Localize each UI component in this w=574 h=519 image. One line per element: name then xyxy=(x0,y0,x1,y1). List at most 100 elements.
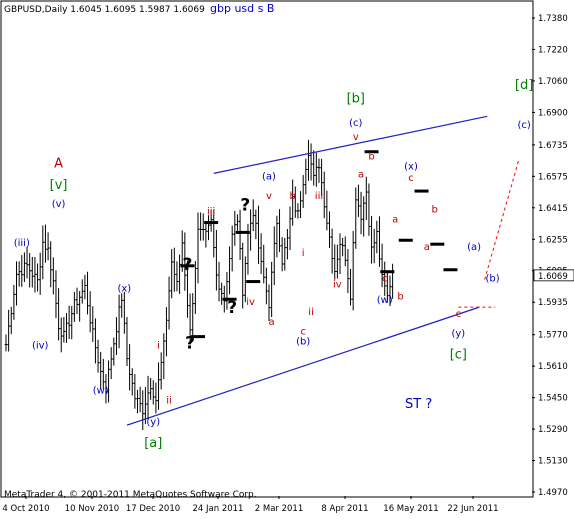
wave-label: (v) xyxy=(52,199,66,210)
ohlc-bar xyxy=(309,143,313,181)
ohlc-bar xyxy=(201,213,205,241)
ohlc-bar xyxy=(107,360,110,403)
ohlc-bar xyxy=(283,237,287,271)
question-mark: ? xyxy=(240,196,250,216)
ohlc-bar xyxy=(67,305,71,340)
ohlc-bar xyxy=(225,272,229,310)
wave-label: (y) xyxy=(451,329,465,340)
ohlc-bar xyxy=(328,211,331,248)
ohlc-bar xyxy=(294,186,297,218)
ohlc-bar xyxy=(259,233,263,275)
trendlines xyxy=(126,115,520,426)
y-tick-label: 1.6415 xyxy=(538,204,568,214)
y-tick-label: 1.5610 xyxy=(538,362,568,372)
ohlc-bar xyxy=(191,293,195,337)
ohlc-bar xyxy=(7,309,10,352)
ohlc-bar xyxy=(370,215,373,264)
ohlc-bar xyxy=(123,291,126,334)
x-tick-label: 4 Oct 2010 xyxy=(2,504,49,514)
ohlc-bar xyxy=(194,260,197,314)
ohlc-bar xyxy=(125,316,129,367)
wave-label: v xyxy=(353,132,359,143)
wave-label: c xyxy=(382,274,388,285)
ohlc-bar xyxy=(133,374,137,409)
ohlc-bar xyxy=(354,187,358,249)
ohlc-bar xyxy=(94,318,97,364)
wave-label: b xyxy=(397,291,403,302)
ohlc-bar xyxy=(241,242,244,309)
ohlc-bar xyxy=(336,244,339,279)
wave-label: (iii) xyxy=(14,238,30,249)
ohlc-bar xyxy=(220,282,223,305)
y-tick-label: 1.5770 xyxy=(538,331,568,341)
wave-label: a xyxy=(424,242,430,253)
ohlc-bar xyxy=(228,246,231,295)
ohlc-bar xyxy=(212,209,216,258)
ohlc-bar xyxy=(65,312,68,343)
ohlc-bar xyxy=(62,317,66,343)
wave-label: (a) xyxy=(262,171,276,182)
ohlc-bar xyxy=(44,224,47,263)
wave-label: b xyxy=(368,152,374,163)
wave-marker xyxy=(204,221,219,225)
wave-label: iv xyxy=(333,279,342,290)
ohlc-bar xyxy=(351,230,355,311)
wave-label: [c] xyxy=(450,347,467,362)
ohlc-bar xyxy=(320,158,323,196)
ohlc-bar xyxy=(136,389,139,414)
ohlc-bar xyxy=(141,390,145,431)
ohlc-bar xyxy=(120,293,124,318)
ohlc-bar xyxy=(349,268,352,306)
x-tick-label: 24 Jan 2011 xyxy=(193,504,244,514)
ohlc-bar xyxy=(49,241,53,288)
ohlc-bar xyxy=(386,272,389,303)
ohlc-bars xyxy=(4,139,394,431)
ohlc-bar xyxy=(112,337,116,366)
wave-marker xyxy=(222,297,237,301)
wave-label: (x) xyxy=(404,161,418,172)
wave-label: (a) xyxy=(467,242,481,253)
ohlc-bar xyxy=(170,249,173,299)
ohlc-bar xyxy=(317,158,321,183)
ohlc-bar xyxy=(272,226,276,286)
copyright-footer: MetaTrader 4, © 2001-2011 MetaQuotes Sof… xyxy=(4,490,257,500)
ohlc-bar xyxy=(362,196,365,237)
wave-label: b xyxy=(432,205,438,216)
ohlc-bar xyxy=(299,191,302,219)
ohlc-bar xyxy=(315,152,318,187)
wave-label: iii xyxy=(315,191,323,202)
ohlc-bar xyxy=(296,203,300,219)
wave-marker xyxy=(235,230,250,234)
ohlc-bar xyxy=(149,377,152,400)
x-tick-label: 22 Jun 2011 xyxy=(447,504,498,514)
ohlc-bar xyxy=(343,236,347,267)
ohlc-bar xyxy=(157,362,160,410)
y-tick-label: 1.5935 xyxy=(538,298,568,308)
ohlc-bar xyxy=(238,209,242,260)
ohlc-bar xyxy=(91,306,95,342)
current-price-tag: 1.6069 xyxy=(533,269,574,282)
y-tick-label: 1.6255 xyxy=(538,235,568,245)
ohlc-bar xyxy=(312,150,316,186)
ohlc-bar xyxy=(270,261,273,318)
ohlc-bar xyxy=(322,171,326,219)
wave-label: (w) xyxy=(377,295,393,306)
ohlc-bar xyxy=(199,212,202,241)
wave-label: [a] xyxy=(144,436,162,451)
ohlc-bar xyxy=(367,183,371,236)
y-tick-label: 1.7380 xyxy=(538,14,568,24)
x-tick-label: 2 Mar 2011 xyxy=(255,504,303,514)
ohlc-bar xyxy=(28,252,31,288)
ohlc-bar xyxy=(217,261,221,302)
wave-marker xyxy=(180,264,195,268)
wave-marker xyxy=(443,268,458,272)
y-tick-label: 1.7220 xyxy=(538,45,568,55)
ohlc-bar xyxy=(346,249,350,294)
ohlc-bar xyxy=(359,191,363,235)
question-mark: ? xyxy=(185,333,195,353)
wave-label: (w) xyxy=(93,386,109,397)
ohlc-bar xyxy=(52,257,55,295)
wave-label: i xyxy=(302,248,305,259)
